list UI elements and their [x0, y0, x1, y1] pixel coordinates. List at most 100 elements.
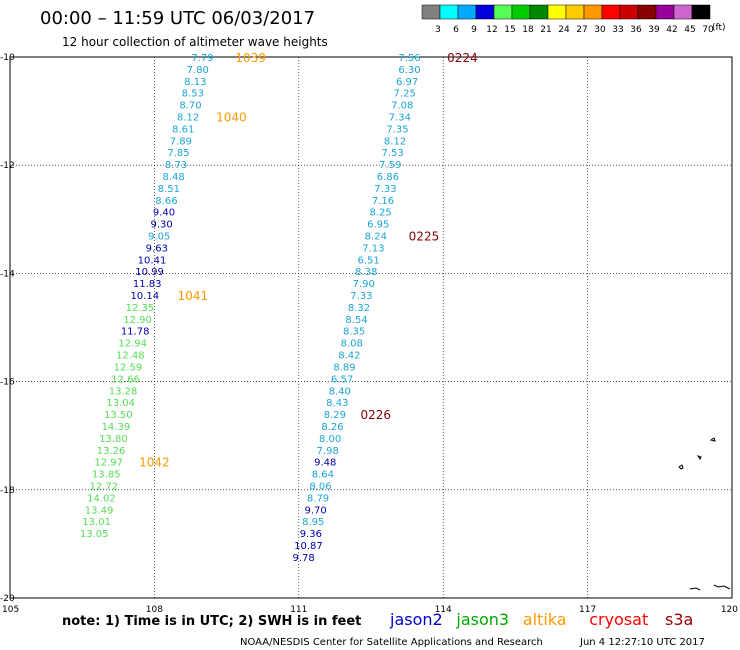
legend-swatch [619, 4, 639, 20]
legend-bin-label: 33 [612, 25, 623, 35]
wave-height-label: 11.83 [133, 279, 162, 290]
wave-height-label: 6.86 [377, 172, 399, 183]
legend-bin-label: 12 [486, 25, 497, 35]
wave-height-label: 13.26 [97, 446, 126, 457]
x-tick-label: 111 [290, 605, 307, 615]
legend-swatch [439, 4, 459, 20]
wave-height-label: 8.12 [177, 113, 199, 124]
mission-label: altika [523, 610, 567, 629]
wave-height-label: 7.35 [386, 124, 408, 135]
wave-height-label: 14.02 [87, 493, 116, 504]
wave-height-label: 8.89 [333, 362, 355, 373]
wave-height-label: 9.63 [146, 243, 168, 254]
wave-height-label: 7.80 [187, 65, 209, 76]
wave-height-label: 8.66 [155, 196, 177, 207]
legend-swatch [547, 4, 567, 20]
wave-height-label: 8.40 [329, 386, 351, 397]
x-tick-label: 117 [579, 605, 596, 615]
wave-height-label: 8.24 [365, 232, 387, 243]
wave-height-label: 8.08 [341, 339, 363, 350]
legend-bin-label: 42 [666, 25, 677, 35]
legend-swatch [457, 4, 477, 20]
wave-height-label: 8.73 [165, 160, 187, 171]
y-tick-label: -20 [0, 594, 15, 604]
wave-height-label: 8.26 [321, 422, 343, 433]
y-tick-label: -16 [0, 378, 15, 388]
wave-height-label: 7.56 [398, 53, 420, 64]
wave-height-label: 8.64 [312, 470, 334, 481]
wave-height-label: 7.13 [362, 243, 384, 254]
legend-swatch [493, 4, 513, 20]
wave-height-label: 6.97 [396, 77, 418, 88]
wave-height-label: 9.30 [150, 220, 172, 231]
wave-height-label: 9.48 [314, 458, 336, 469]
wave-height-label: 7.79 [191, 53, 213, 64]
pass-time-label: 0224 [447, 51, 478, 65]
x-tick-label: 108 [146, 605, 163, 615]
wave-height-label: 6.95 [367, 220, 389, 231]
wave-height-label: 7.33 [350, 291, 372, 302]
wave-height-label: 8.54 [345, 315, 367, 326]
wave-height-label: 8.29 [324, 410, 346, 421]
footer-note: note: 1) Time is in UTC; 2) SWH is in fe… [62, 614, 361, 629]
legend-bin-label: 21 [540, 25, 551, 35]
wave-height-label: 7.25 [394, 89, 416, 100]
color-legend: 3 6 9 12 15 18 21 24 27 30 33 36 39 42 45 70 [421, 4, 714, 35]
pass-time-label: 1039 [235, 51, 266, 65]
footer-timestamp: Jun 4 12:27:10 UTC 2017 [579, 637, 705, 648]
legend-bin-label: 36 [630, 25, 642, 35]
x-tick-label: 120 [721, 605, 738, 615]
mission-label: s3a [665, 610, 693, 629]
wave-height-label: 12.90 [123, 315, 152, 326]
wave-height-label: 12.97 [94, 458, 123, 469]
wave-height-label: 7.16 [372, 196, 394, 207]
legend-bin-label: 30 [594, 25, 606, 35]
pass-time-label: 1040 [216, 111, 247, 125]
legend-swatch [601, 4, 621, 20]
wave-height-label: 7.53 [382, 148, 404, 159]
wave-height-label: 13.49 [85, 505, 114, 516]
wave-height-label: 8.06 [309, 481, 331, 492]
wave-height-label: 10.14 [130, 291, 159, 302]
wave-height-label: 6.51 [357, 255, 379, 266]
wave-height-label: 8.70 [179, 101, 201, 112]
wave-height-label: 7.90 [353, 279, 375, 290]
wave-height-label: 8.25 [369, 208, 391, 219]
wave-height-label: 8.48 [163, 172, 185, 183]
legend-bin-label: 3 [435, 25, 441, 35]
island-shapes [678, 437, 731, 591]
legend-bin-label: 18 [522, 25, 534, 35]
wave-height-label: 8.32 [348, 303, 370, 314]
wave-height-label: 7.33 [374, 184, 396, 195]
wave-height-label: 14.39 [102, 422, 131, 433]
mission-label: jason3 [455, 610, 509, 629]
legend-swatch [475, 4, 495, 20]
wave-height-label: 7.59 [379, 160, 401, 171]
wave-height-label: 6.57 [331, 374, 353, 385]
wave-height-label: 7.98 [317, 446, 339, 457]
wave-height-label: 13.28 [109, 386, 138, 397]
wave-height-label: 8.42 [338, 351, 360, 362]
wave-height-label: 8.12 [384, 136, 406, 147]
legend-swatch [511, 4, 531, 20]
legend-bin-label: 39 [648, 25, 660, 35]
mission-label: jason2 [389, 610, 443, 629]
wave-height-label: 8.53 [182, 89, 204, 100]
map-frame [9, 56, 733, 599]
y-tick-label: -18 [0, 486, 15, 496]
legend-swatch [637, 4, 657, 20]
y-tick-label: -10 [0, 53, 15, 63]
pass-time-label: 0225 [409, 230, 440, 244]
wave-height-label: 9.36 [300, 529, 322, 540]
wave-height-label: 12.59 [114, 362, 143, 373]
wave-height-label: 13.50 [104, 410, 133, 421]
wave-height-label: 8.13 [184, 77, 206, 88]
wave-height-label: 6.30 [398, 65, 420, 76]
wave-height-label: 9.05 [148, 232, 170, 243]
legend-swatch [421, 4, 441, 20]
legend-swatch [655, 4, 675, 20]
legend-bin-label: 6 [453, 25, 459, 35]
wave-height-label: 8.00 [319, 434, 341, 445]
axis-ticks: 105 108 111 114 117 120 -10 -12 -14 -16 -18 -20 [0, 53, 738, 615]
